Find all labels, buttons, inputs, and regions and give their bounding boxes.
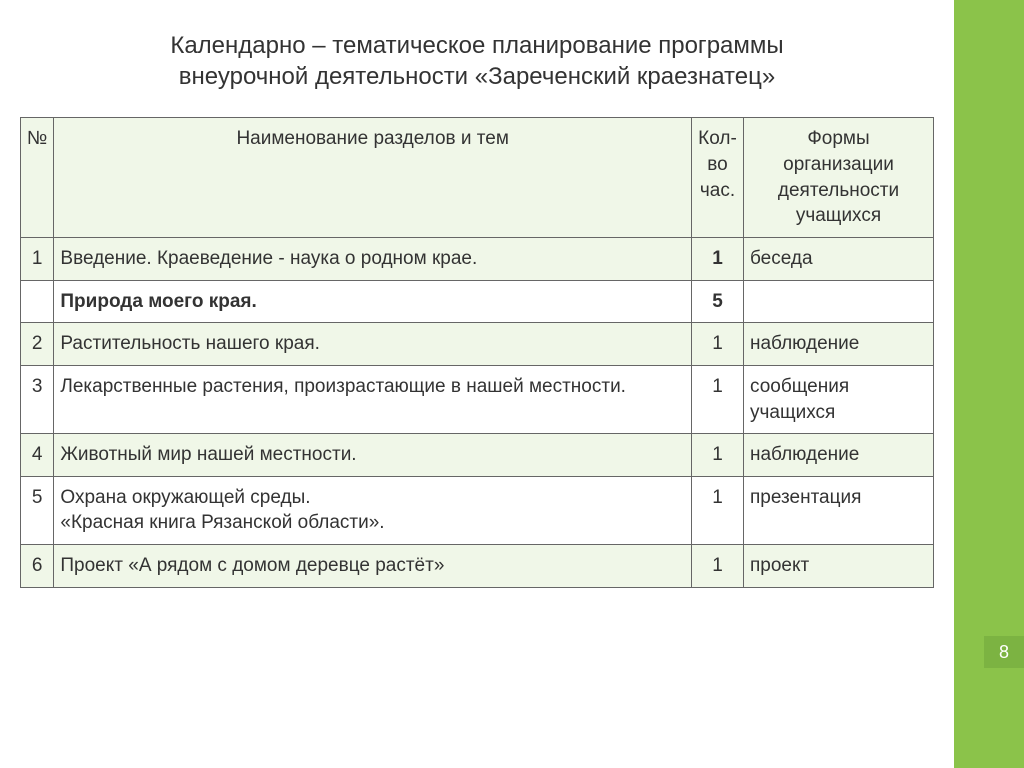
cell-name: Проект «А рядом с домом деревце растёт» [54, 545, 692, 588]
table-row: 1Введение. Краеведение - наука о родном … [21, 237, 934, 280]
cell-form: наблюдение [744, 434, 934, 477]
cell-name: Природа моего края. [54, 280, 692, 323]
table-row: 3Лекарственные растения, произрастающие … [21, 365, 934, 433]
cell-hours: 1 [692, 545, 744, 588]
cell-number: 2 [21, 323, 54, 366]
cell-number: 4 [21, 434, 54, 477]
cell-form [744, 280, 934, 323]
cell-form: беседа [744, 237, 934, 280]
cell-form: презентация [744, 476, 934, 544]
slide-title: Календарно – тематическое планирование п… [20, 30, 934, 92]
slide-content: Календарно – тематическое планирование п… [0, 0, 1024, 588]
cell-form: сообщения учащихся [744, 365, 934, 433]
cell-hours: 1 [692, 237, 744, 280]
table-row: 2Растительность нашего края.1наблюдение [21, 323, 934, 366]
table-row: Природа моего края.5 [21, 280, 934, 323]
table-row: 5Охрана окружающей среды.«Красная книга … [21, 476, 934, 544]
cell-hours: 1 [692, 365, 744, 433]
page-number-badge: 8 [984, 636, 1024, 668]
col-header-hours: Кол-во час. [692, 118, 744, 238]
cell-name: Охрана окружающей среды.«Красная книга Р… [54, 476, 692, 544]
cell-number: 3 [21, 365, 54, 433]
cell-hours: 1 [692, 323, 744, 366]
cell-form: проект [744, 545, 934, 588]
cell-form: наблюдение [744, 323, 934, 366]
cell-number: 6 [21, 545, 54, 588]
col-header-name: Наименование разделов и тем [54, 118, 692, 238]
planning-table: № Наименование разделов и тем Кол-во час… [20, 117, 934, 587]
col-header-number: № [21, 118, 54, 238]
col-header-form: Формы организации деятельности учащихся [744, 118, 934, 238]
table-row: 6Проект «А рядом с домом деревце растёт»… [21, 545, 934, 588]
title-line-2: внеурочной деятельности «Зареченский кра… [179, 63, 775, 90]
cell-name: Животный мир нашей местности. [54, 434, 692, 477]
table-row: 4Животный мир нашей местности.1наблюдени… [21, 434, 934, 477]
cell-number [21, 280, 54, 323]
cell-name: Введение. Краеведение - наука о родном к… [54, 237, 692, 280]
cell-hours: 1 [692, 434, 744, 477]
page-number-text: 8 [999, 642, 1009, 663]
cell-hours: 5 [692, 280, 744, 323]
cell-number: 1 [21, 237, 54, 280]
table-header-row: № Наименование разделов и тем Кол-во час… [21, 118, 934, 238]
title-line-1: Календарно – тематическое планирование п… [170, 32, 783, 59]
cell-name: Лекарственные растения, произрастающие в… [54, 365, 692, 433]
cell-number: 5 [21, 476, 54, 544]
table-body: 1Введение. Краеведение - наука о родном … [21, 237, 934, 587]
cell-name: Растительность нашего края. [54, 323, 692, 366]
cell-hours: 1 [692, 476, 744, 544]
